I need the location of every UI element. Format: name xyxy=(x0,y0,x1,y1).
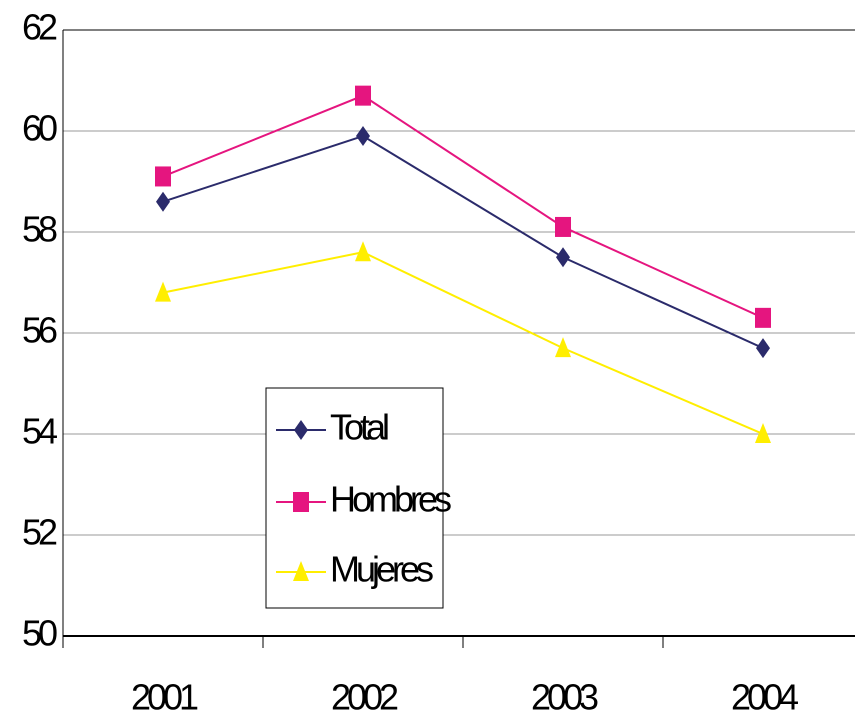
line xyxy=(162,134,764,350)
y-tick-label: 56 xyxy=(22,310,57,351)
marker xyxy=(293,492,309,512)
y-tick-label: 50 xyxy=(22,613,57,654)
x-tick-label: 2003 xyxy=(531,677,598,718)
marker xyxy=(355,241,371,262)
marker xyxy=(555,337,571,358)
marker xyxy=(156,191,170,212)
marker xyxy=(294,420,308,440)
legend-label: Total xyxy=(330,407,388,448)
legend-label: Hombres xyxy=(330,479,451,520)
y-tick-label: 52 xyxy=(22,512,57,553)
line xyxy=(162,94,764,319)
y-tick-label: 62 xyxy=(22,7,57,48)
marker xyxy=(555,216,571,237)
legend-label: Mujeres xyxy=(330,549,433,590)
marker xyxy=(356,126,370,147)
x-tick-label: 2002 xyxy=(331,677,398,718)
y-tick-label: 60 xyxy=(22,108,57,149)
x-tick-label: 2001 xyxy=(131,677,198,718)
x-tick-label: 2004 xyxy=(731,677,798,718)
marker xyxy=(756,338,770,359)
y-tick-label: 58 xyxy=(22,209,57,250)
marker xyxy=(556,247,570,268)
y-tick-label: 54 xyxy=(22,411,57,452)
marker xyxy=(293,561,309,581)
marker xyxy=(355,85,371,106)
line xyxy=(162,251,764,435)
marker xyxy=(755,307,771,328)
marker xyxy=(155,281,171,302)
marker xyxy=(755,423,771,443)
marker xyxy=(155,166,171,187)
